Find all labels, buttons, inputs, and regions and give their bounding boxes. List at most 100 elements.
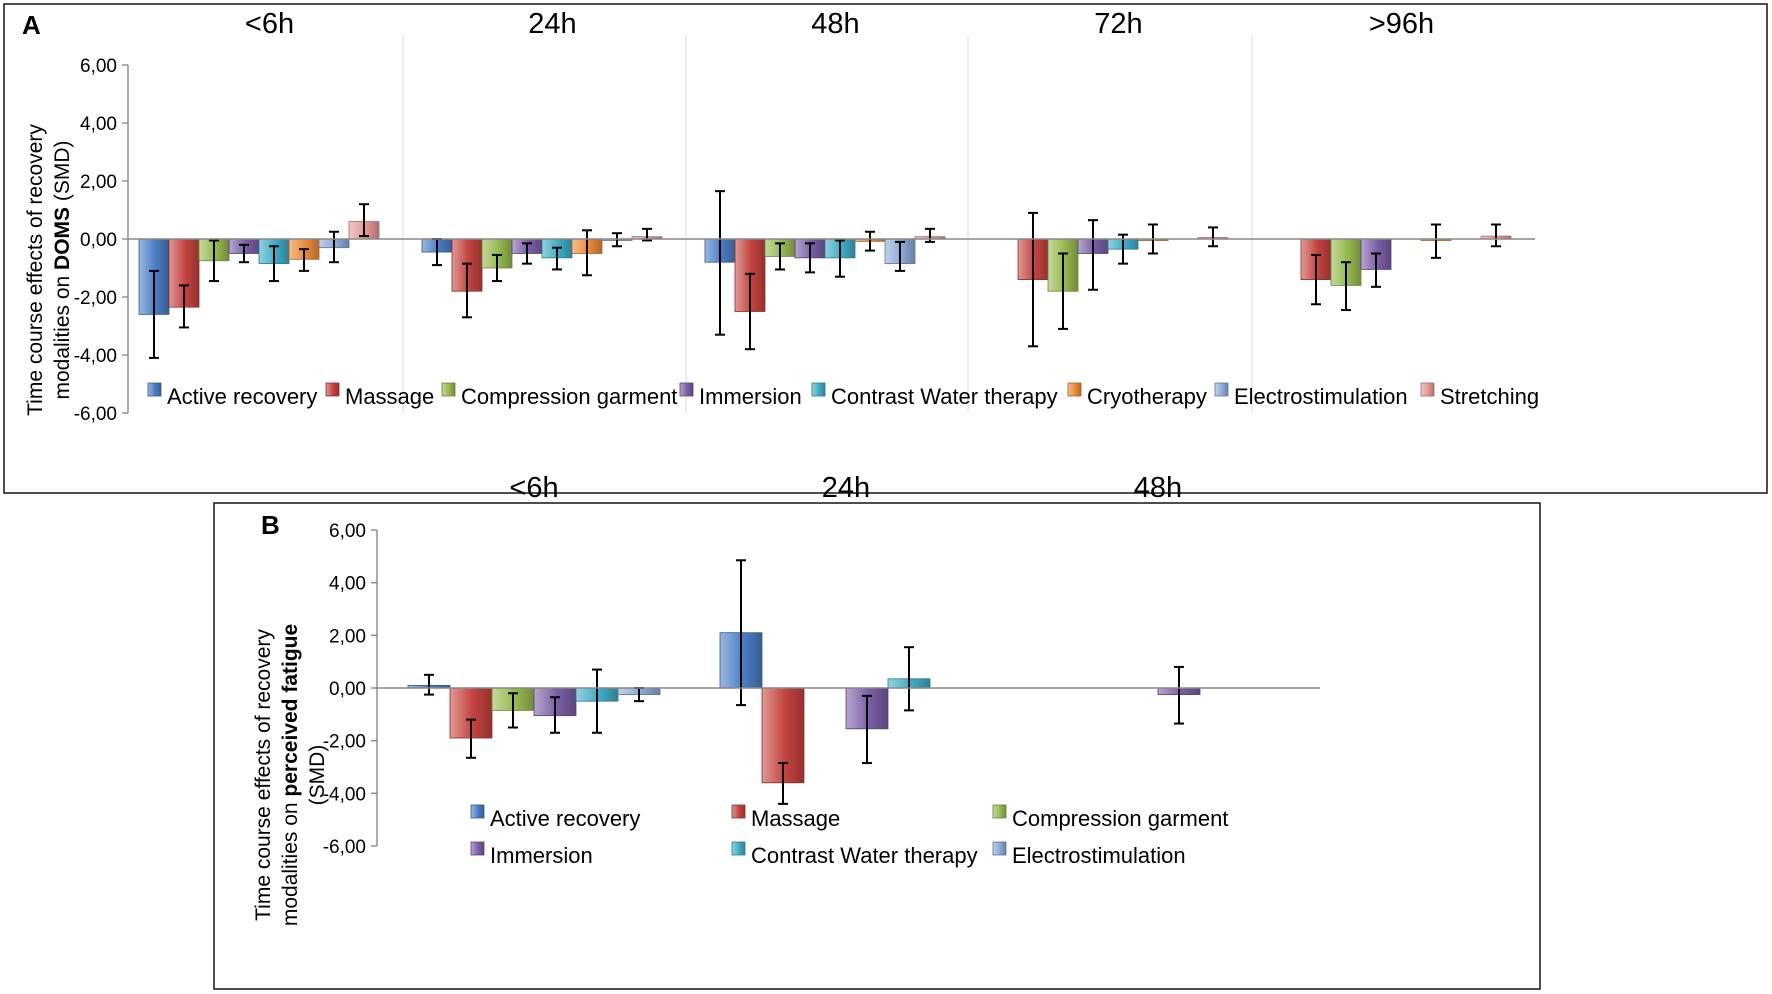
panel-a-ylabel-line2: modalities on DOMS (SMD) (51, 140, 74, 399)
legend-swatch-contrast-water-therapy (731, 841, 746, 856)
error-bar-immersion-48h (805, 242, 815, 274)
error-bar-active-recovery-lt-6h (424, 673, 434, 696)
legend-item-cryotherapy: Cryotherapy (1067, 382, 1207, 409)
error-bar-cryotherapy-48h (865, 230, 875, 252)
error-bar-massage-gt-96h (1311, 253, 1321, 306)
error-bar-contrast-water-therapy-48h (835, 239, 845, 278)
legend-item-contrast-water-therapy: Contrast Water therapy (811, 382, 1058, 409)
error-bar-stretching-gt-96h (1491, 223, 1501, 248)
legend-swatch-contrast-water-therapy (811, 382, 826, 397)
legend-item-massage: Massage (325, 382, 434, 409)
y-tick-label: 2,00 (80, 172, 117, 193)
panel-a-ylabel-suffix: (SMD) (51, 140, 74, 207)
legend-label: Electrostimulation (1234, 384, 1408, 409)
group-label-lt-6h: <6h (245, 8, 294, 40)
legend-item-active-recovery: Active recovery (147, 382, 317, 409)
panel-b-ylabel-line3: (SMD) (306, 745, 329, 806)
error-bar-immersion-lt-6h (550, 696, 560, 734)
error-bar-compression-garment-24h (492, 253, 502, 283)
panel-b-letter: B (261, 510, 280, 540)
legend-swatch-compression-garment (441, 382, 456, 397)
legend-item-compression-garment: Compression garment (441, 382, 677, 409)
error-bar-massage-lt-6h (179, 284, 189, 329)
legend-label: Immersion (490, 843, 593, 868)
legend-item-electrostimulation: Electrostimulation (1214, 382, 1408, 409)
error-bar-massage-72h (1028, 211, 1038, 348)
error-bar-massage-24h (462, 262, 472, 319)
error-bar-cryotherapy-lt-6h (299, 248, 309, 272)
legend-label: Contrast Water therapy (751, 843, 978, 868)
panel-a-ylabel-bold: DOMS (51, 207, 74, 270)
error-bar-immersion-24h (862, 694, 872, 765)
error-bar-immersion-gt-96h (1371, 252, 1381, 288)
error-bar-electrostimulation-48h (895, 240, 905, 272)
legend-item-compression-garment: Compression garment (992, 804, 1228, 831)
panel-b-ylabel-prefix: modalities on (279, 797, 302, 927)
legend-swatch-stretching (1420, 382, 1435, 397)
y-tick-label: -2,00 (74, 288, 117, 309)
group-label-48h: 48h (1134, 472, 1182, 504)
error-bar-contrast-water-therapy-24h (904, 646, 914, 712)
error-bar-immersion-48h (1174, 665, 1184, 725)
error-bar-active-recovery-24h (736, 559, 746, 707)
legend-label: Cryotherapy (1087, 384, 1207, 409)
error-bar-stretching-48h (925, 227, 935, 243)
error-bar-compression-garment-lt-6h (508, 692, 518, 729)
panel-b-legend: Active recovery Massage Compression garmen… (470, 804, 1228, 868)
legend-label: Contrast Water therapy (831, 384, 1058, 409)
y-tick-label: 4,00 (80, 114, 117, 135)
legend-label: Compression garment (1012, 806, 1228, 831)
legend-label: Electrostimulation (1012, 843, 1186, 868)
panel-a-legend: Active recovery Massage Compression garmen… (147, 382, 1539, 409)
panel-a-ylabel: Time course effects of recovery modaliti… (24, 124, 74, 416)
error-bar-immersion-72h (1088, 219, 1098, 291)
panel-a-letter: A (22, 10, 41, 40)
panel-b: B Time course effects of recovery modali… (213, 472, 1541, 990)
error-bar-contrast-water-therapy-24h (552, 246, 562, 271)
error-bar-contrast-water-therapy-lt-6h (592, 668, 602, 734)
legend-swatch-immersion (470, 841, 485, 856)
panel-a-gridlines (402, 35, 1253, 413)
legend-item-immersion: Immersion (470, 841, 593, 868)
panel-b-ylabel-line1: Time course effects of recovery (252, 629, 275, 921)
error-bar-electrostimulation-lt-6h (329, 230, 339, 264)
panel-a: A Time course effects of recovery modali… (3, 3, 1768, 494)
panel-a-ylabel-prefix: modalities on (51, 270, 74, 400)
legend-swatch-immersion (679, 382, 694, 397)
panel-a-frame (3, 3, 1768, 494)
legend-label: Compression garment (461, 384, 677, 409)
error-bar-stretching-lt-6h (359, 203, 369, 238)
group-label-gt-96h: >96h (1369, 8, 1434, 40)
legend-item-contrast-water-therapy: Contrast Water therapy (731, 841, 978, 868)
legend-label: Stretching (1440, 384, 1539, 409)
y-tick-label: 6,00 (80, 56, 117, 77)
legend-swatch-cryotherapy (1067, 382, 1082, 397)
legend-label: Immersion (699, 384, 802, 409)
error-bar-massage-lt-6h (466, 718, 476, 759)
legend-label: Massage (751, 806, 840, 831)
group-label-48h: 48h (811, 8, 859, 40)
error-bar-immersion-24h (522, 242, 532, 265)
error-bar-cryotherapy-gt-96h (1431, 223, 1441, 259)
error-bar-electrostimulation-24h (612, 232, 622, 248)
legend-item-stretching: Stretching (1420, 382, 1539, 409)
error-bar-compression-garment-lt-6h (209, 239, 219, 283)
legend-label: Active recovery (167, 384, 317, 409)
legend-swatch-electrostimulation (1214, 382, 1229, 397)
legend-label: Massage (345, 384, 434, 409)
panel-a-ylabel-line1: Time course effects of recovery (24, 124, 47, 416)
legend-swatch-active-recovery (470, 804, 485, 819)
legend-swatch-active-recovery (147, 382, 162, 397)
group-label-24h: 24h (822, 472, 870, 504)
group-label-24h: 24h (528, 8, 576, 40)
y-tick-label: -6,00 (74, 404, 117, 425)
legend-swatch-electrostimulation (992, 841, 1007, 856)
panel-b-ylabel: Time course effects of recovery modaliti… (252, 624, 329, 926)
y-tick-label: -4,00 (323, 784, 366, 805)
y-tick-label: 6,00 (329, 521, 366, 542)
legend-swatch-massage (731, 804, 746, 819)
y-tick-label: -2,00 (323, 732, 366, 753)
error-bar-compression-garment-48h (775, 242, 785, 271)
legend-label: Active recovery (490, 806, 640, 831)
